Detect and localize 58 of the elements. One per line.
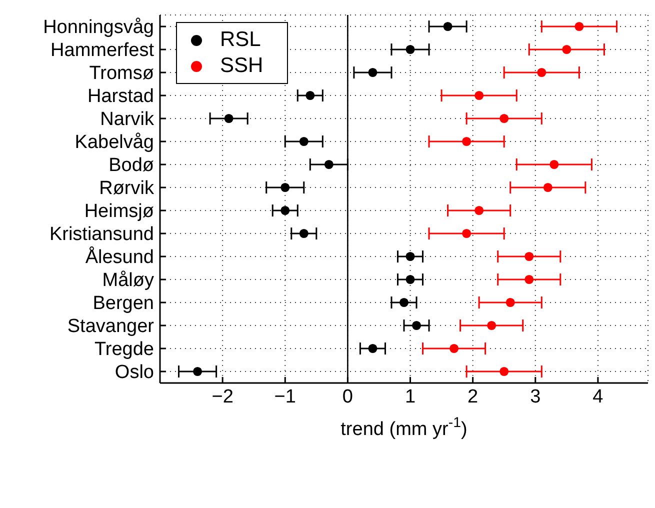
point <box>443 22 452 32</box>
y-tick-label: Tregde <box>94 339 154 360</box>
point <box>543 182 552 192</box>
point <box>487 320 496 330</box>
point <box>280 182 290 192</box>
point <box>412 320 422 330</box>
x-tick-label: 0 <box>342 386 353 408</box>
y-tick-label: Kabelvåg <box>74 132 154 154</box>
x-axis-title: trend (mm yr$^{-1}$) <box>340 415 468 440</box>
point <box>574 22 584 32</box>
point <box>562 44 572 54</box>
point <box>299 228 308 238</box>
y-tick-label: Oslo <box>114 362 154 384</box>
point <box>224 114 234 124</box>
point <box>450 344 459 354</box>
y-tick-label: Narvik <box>100 109 154 130</box>
point <box>506 298 515 308</box>
y-tick-label: Bergen <box>92 293 154 314</box>
y-tick-label: Tromsø <box>89 63 154 84</box>
y-tick-label: Heimsjø <box>84 201 154 222</box>
y-tick-label: Stavanger <box>67 316 155 338</box>
x-tick-label: 4 <box>592 386 604 408</box>
point <box>399 298 409 308</box>
point <box>524 274 534 284</box>
point <box>368 344 378 354</box>
y-tick-label: Ålesund <box>85 246 154 268</box>
point <box>500 114 509 124</box>
point <box>474 206 484 216</box>
point <box>550 160 559 170</box>
x-tick-label: 1 <box>404 386 416 408</box>
y-tick-label: Kristiansund <box>49 224 154 246</box>
y-tick-label: Harstad <box>87 86 154 108</box>
point <box>368 68 378 78</box>
y-tick-label: Hammerfest <box>50 40 155 62</box>
point <box>406 44 415 54</box>
x-tick-label: 2 <box>468 386 478 408</box>
point <box>299 136 308 146</box>
legend-label: SSH <box>220 54 264 77</box>
point <box>524 252 534 262</box>
point <box>500 366 509 376</box>
x-tick-label: −1 <box>274 386 296 408</box>
point <box>324 160 334 170</box>
y-tick-label: Rørvik <box>99 178 154 200</box>
point <box>474 90 484 100</box>
legend-label: RSL <box>220 28 261 51</box>
x-tick-label: 3 <box>530 386 541 408</box>
x-tick-label: −2 <box>212 386 234 408</box>
point <box>406 252 415 262</box>
y-tick-label: Måløy <box>102 270 154 292</box>
point <box>537 68 546 78</box>
y-tick-label: Honningsvåg <box>43 17 154 38</box>
point <box>306 90 315 100</box>
point <box>462 136 472 146</box>
point <box>193 366 202 376</box>
point <box>462 228 472 238</box>
point <box>280 206 290 216</box>
y-tick-label: Bodø <box>108 155 154 176</box>
point <box>406 274 415 284</box>
